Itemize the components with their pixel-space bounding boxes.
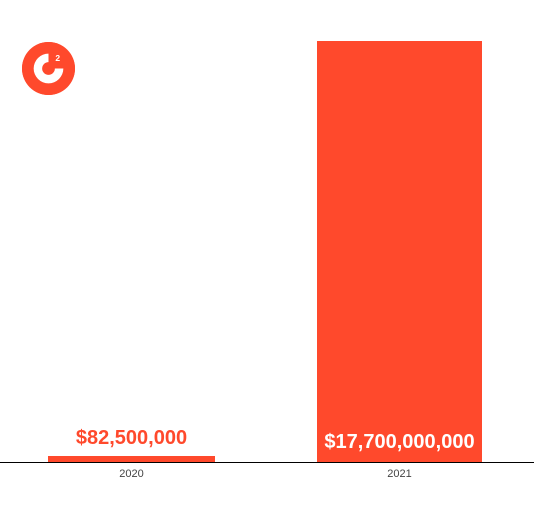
x-axis-label-2020: 2020 [48, 468, 215, 480]
chart-plot-area: $82,500,000 $17,700,000,000 [0, 0, 534, 463]
chart-container: 2 $82,500,000 $17,700,000,000 2020 2021 [0, 0, 534, 506]
bar-2021-fill [317, 41, 482, 462]
x-axis-labels: 2020 2021 [0, 468, 534, 488]
bar-2021-value-label: $17,700,000,000 [317, 431, 482, 454]
bar-2020-value-label: $82,500,000 [48, 427, 215, 450]
bar-2020: $82,500,000 [48, 456, 215, 462]
bar-2020-fill [48, 456, 215, 462]
bar-2021: $17,700,000,000 [317, 41, 482, 462]
x-axis-label-2021: 2021 [317, 468, 482, 480]
